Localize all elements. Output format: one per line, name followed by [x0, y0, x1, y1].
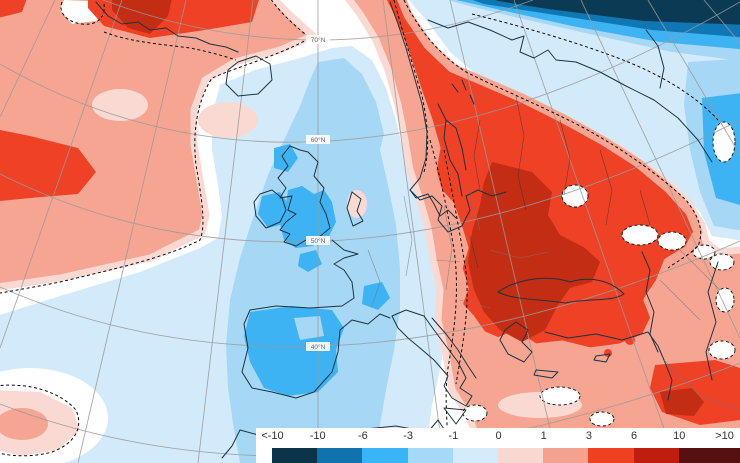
anomaly-contours	[0, 0, 719, 461]
coastlines	[95, 1, 719, 459]
legend-colorbar: <-10 -10 -6 -3 -1 0 1 3 6 10 >10	[256, 428, 740, 463]
legend-swatch	[452, 448, 498, 463]
legend-tick-label: >10	[715, 430, 734, 442]
country-borders	[367, 189, 740, 411]
legend-swatch	[588, 448, 634, 463]
legend-swatch	[407, 448, 453, 463]
legend-tick-label: <-10	[261, 430, 284, 442]
lat-label-50n: 50°N	[311, 237, 326, 245]
legend-tick-label: 1	[540, 430, 547, 442]
legend-tick-label: -10	[309, 430, 326, 442]
legend-swatch	[362, 448, 408, 463]
legend-swatch	[317, 448, 363, 463]
lat-label-70n: 70°N	[311, 36, 326, 44]
lat-label-40n: 40°N	[311, 343, 326, 351]
legend-tick-label: 3	[585, 430, 592, 442]
rivers	[469, 95, 651, 269]
legend-swatch	[497, 448, 544, 463]
legend-swatch	[272, 448, 318, 463]
legend-tick-label: 10	[673, 430, 686, 442]
legend-tick-label: 6	[631, 430, 638, 442]
latitude-labels: 70°N 60°N 50°N 40°N	[306, 35, 330, 351]
legend-swatch	[678, 448, 740, 463]
legend-swatch	[633, 448, 679, 463]
legend-tick-label: 0	[495, 430, 502, 442]
legend-tick-label: -1	[448, 430, 459, 442]
legend-swatch	[543, 448, 589, 463]
legend-tick-label: -3	[403, 430, 413, 442]
legend-tick-label: -6	[358, 430, 368, 442]
lat-label-60n: 60°N	[311, 136, 326, 144]
arctic-cold-bands	[408, 0, 740, 241]
legend-color-bar	[272, 448, 740, 463]
